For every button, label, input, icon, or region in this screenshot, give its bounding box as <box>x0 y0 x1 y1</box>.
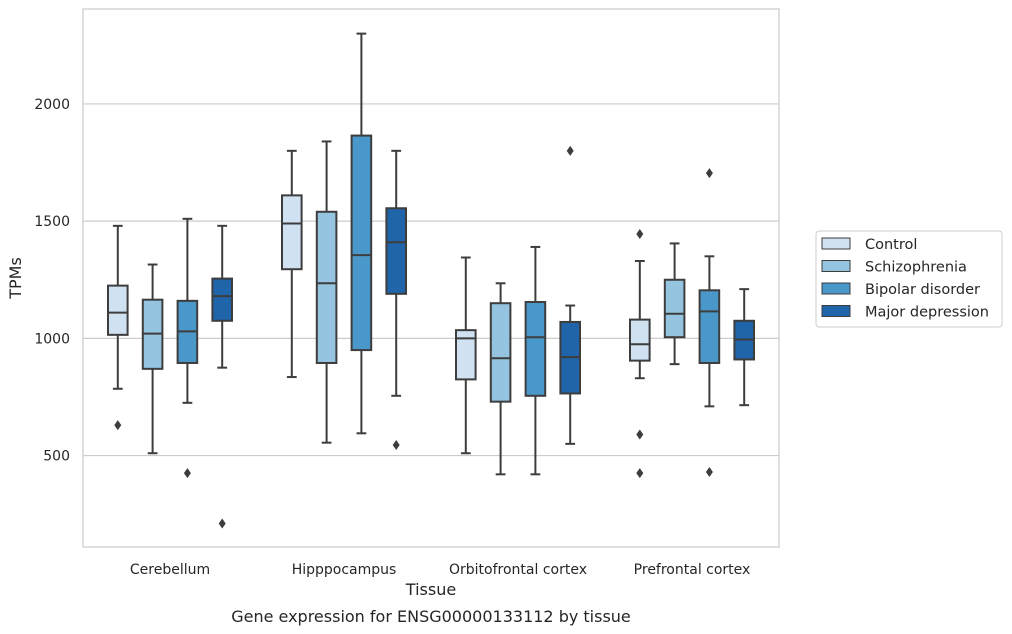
outlier-point <box>705 466 713 477</box>
legend-swatch <box>821 260 851 272</box>
x-tick-label: Cerebellum <box>130 562 210 578</box>
outlier-point <box>114 420 122 431</box>
box-iqr <box>663 278 686 339</box>
outlier-point <box>566 145 574 156</box>
y-tick-label: 500 <box>43 449 70 465</box>
plot-frame <box>82 8 780 548</box>
box-iqr <box>629 318 651 362</box>
x-tick-label: Orbitofrontal cortex <box>449 562 587 578</box>
box-major-depression <box>385 149 407 451</box>
box-control <box>629 229 651 479</box>
grid-lines <box>83 103 779 457</box>
outlier-point <box>218 518 226 529</box>
box-iqr <box>107 284 129 336</box>
box-plots <box>107 32 756 529</box>
box-iqr <box>281 194 303 271</box>
plot-area <box>82 8 780 548</box>
x-tick-label: Prefrontal cortex <box>634 562 751 578</box>
legend: Control Schizophrenia Bipolar disorder Majo… <box>815 230 1003 328</box>
box-iqr <box>385 207 407 295</box>
legend-frame <box>815 230 1003 328</box>
outlier-point <box>636 429 644 440</box>
box-schizophrenia <box>489 282 512 476</box>
box-iqr <box>211 277 233 322</box>
outlier-point <box>392 440 400 451</box>
legend-swatch <box>821 305 851 317</box>
outlier-point <box>636 229 644 240</box>
box-iqr <box>524 301 547 397</box>
box-control <box>107 224 129 431</box>
x-axis-ticks: Cerebellum Hipppocampus Orbitofrontal cort… <box>130 562 750 578</box>
x-axis-label: Tissue <box>405 580 456 599</box>
box-iqr <box>455 329 477 381</box>
box-iqr <box>350 134 373 352</box>
box-bipolar-disorder <box>698 168 721 477</box>
y-axis-label: TPMs <box>6 257 25 300</box>
box-schizophrenia <box>663 242 686 366</box>
legend-label: Schizophrenia <box>865 260 967 276</box>
box-iqr <box>698 289 721 364</box>
box-bipolar-disorder <box>524 245 547 476</box>
box-control <box>455 256 477 455</box>
legend-label: Control <box>865 237 917 253</box>
box-major-depression <box>211 224 233 529</box>
box-schizophrenia <box>141 263 164 455</box>
outlier-point <box>705 168 713 179</box>
box-bipolar-disorder <box>350 32 373 435</box>
outlier-point <box>636 468 644 479</box>
legend-swatch <box>821 282 851 295</box>
box-major-depression <box>559 145 582 445</box>
y-tick-label: 1000 <box>34 331 70 347</box>
legend-label: Bipolar disorder <box>865 282 980 298</box>
outlier-point <box>183 468 191 479</box>
box-schizophrenia <box>315 140 338 444</box>
legend-swatch <box>821 237 851 250</box>
chart-title: Gene expression for ENSG00000133112 by t… <box>231 607 631 626</box>
x-tick-label: Hipppocampus <box>292 562 397 578</box>
box-control <box>281 149 303 379</box>
box-iqr <box>489 302 512 403</box>
y-tick-label: 2000 <box>34 97 70 113</box>
box-iqr <box>315 210 338 364</box>
box-bipolar-disorder <box>176 217 199 479</box>
legend-label: Major depression <box>865 305 989 321</box>
y-axis-ticks: 500 1000 1500 2000 <box>34 97 70 465</box>
box-major-depression <box>733 288 756 407</box>
y-tick-label: 1500 <box>34 214 70 230</box>
